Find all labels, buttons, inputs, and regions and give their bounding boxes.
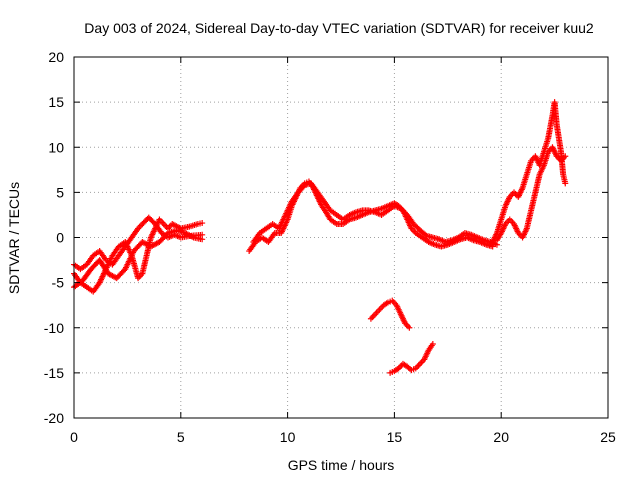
data-point (429, 340, 436, 347)
y-tick-label: 5 (56, 184, 64, 200)
y-tick-label: 15 (48, 94, 64, 110)
y-tick-label: -10 (44, 320, 64, 336)
chart-title: Day 003 of 2024, Sidereal Day-to-day VTE… (84, 20, 594, 36)
x-tick-label: 20 (493, 429, 509, 445)
data-point (562, 153, 569, 160)
grid-lines (74, 57, 608, 418)
x-tick-label: 5 (177, 429, 185, 445)
y-tick-label: -20 (44, 410, 64, 426)
data-points (71, 99, 569, 376)
y-tick-label: 0 (56, 230, 64, 246)
y-tick-label: 20 (48, 49, 64, 65)
x-tick-label: 0 (70, 429, 78, 445)
data-point (199, 236, 206, 243)
x-tick-label: 25 (600, 429, 616, 445)
x-tick-label: 10 (280, 429, 296, 445)
data-point (199, 220, 206, 227)
y-axis-label: SDTVAR / TECUs (6, 182, 22, 294)
x-tick-label: 15 (387, 429, 403, 445)
y-tick-label: -15 (44, 365, 64, 381)
x-axis-label: GPS time / hours (288, 457, 395, 473)
y-tick-label: 10 (48, 139, 64, 155)
data-point (562, 180, 569, 187)
axis-ticks: 0 5 10 15 20 25 -20 -15 -10 -5 0 5 10 15 20 (44, 49, 616, 445)
data-point (406, 324, 413, 331)
y-tick-label: -5 (52, 275, 65, 291)
